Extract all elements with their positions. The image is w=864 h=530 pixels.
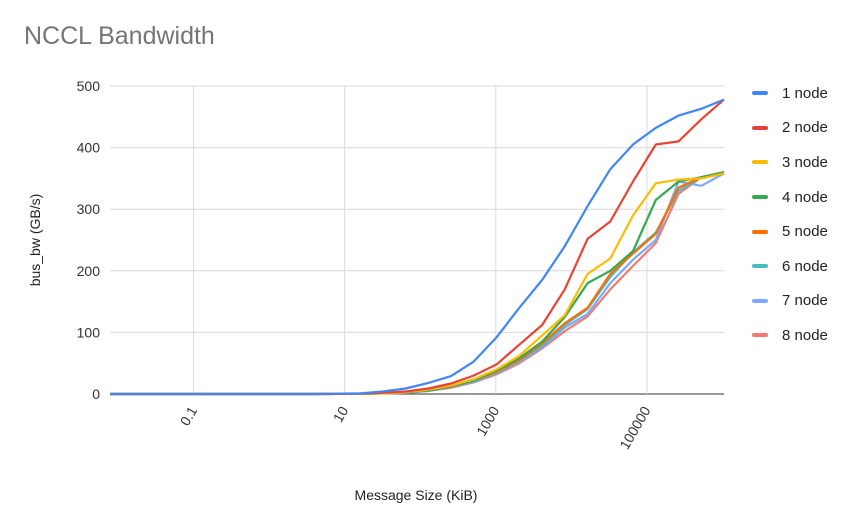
y-tick-label: 400: [77, 140, 101, 156]
legend-label: 3 node: [782, 153, 828, 171]
legend-item-6: 6 node: [752, 249, 828, 284]
y-tick-label: 100: [77, 324, 101, 340]
grid-lines: [110, 85, 724, 395]
x-tick-label: 1000: [473, 403, 503, 438]
series-line-7: [110, 172, 725, 396]
y-tick-label: 200: [77, 263, 101, 279]
x-tick-label: 10: [330, 403, 352, 425]
legend-item-5: 5 node: [752, 214, 828, 249]
legend-item-8: 8 node: [752, 318, 828, 353]
legend-label: 5 node: [782, 223, 828, 241]
legend-item-3: 3 node: [752, 145, 828, 180]
legend-label: 4 node: [782, 188, 828, 206]
series-line-5: [110, 171, 725, 396]
series-line-1: [110, 98, 725, 396]
series-line-6: [110, 172, 725, 396]
series-line-2: [110, 98, 725, 396]
x-axis-label: Message Size (KiB): [355, 487, 478, 503]
legend-swatch: [752, 125, 768, 130]
legend-label: 7 node: [782, 292, 828, 310]
legend-label: 6 node: [782, 257, 828, 275]
legend-swatch: [752, 91, 768, 96]
series-line-4: [110, 171, 725, 396]
series-line-3: [110, 172, 725, 396]
y-tick-label: 0: [92, 386, 100, 402]
x-tick-label: 100000: [616, 403, 653, 452]
legend-label: 1 node: [782, 84, 828, 102]
legend-item-2: 2 node: [752, 111, 828, 146]
legend-swatch: [752, 195, 768, 200]
y-axis-label: bus_bw (GB/s): [27, 194, 43, 287]
y-tick-label: 300: [77, 201, 101, 217]
legend-swatch: [752, 160, 768, 165]
legend-item-1: 1 node: [752, 76, 828, 111]
legend-label: 2 node: [782, 119, 828, 137]
legend-swatch: [752, 333, 768, 338]
chart-title: NCCL Bandwidth: [24, 22, 215, 50]
legend-swatch: [752, 264, 768, 269]
legend-label: 8 node: [782, 326, 828, 344]
series-lines: [110, 98, 725, 396]
y-tick-label: 500: [77, 78, 101, 94]
legend-item-7: 7 node: [752, 284, 828, 319]
legend-item-4: 4 node: [752, 180, 828, 215]
x-tick-labels: 0.1 10 1000 100000: [177, 403, 654, 452]
legend-swatch: [752, 298, 768, 303]
series-line-8: [110, 171, 725, 396]
x-tick-label: 0.1: [177, 403, 201, 428]
legend: 1 node 2 node 3 node 4 node 5 node 6 node 7 no…: [752, 76, 828, 353]
legend-swatch: [752, 229, 768, 234]
y-tick-labels: 0 100 200 300 400 500: [77, 78, 101, 402]
